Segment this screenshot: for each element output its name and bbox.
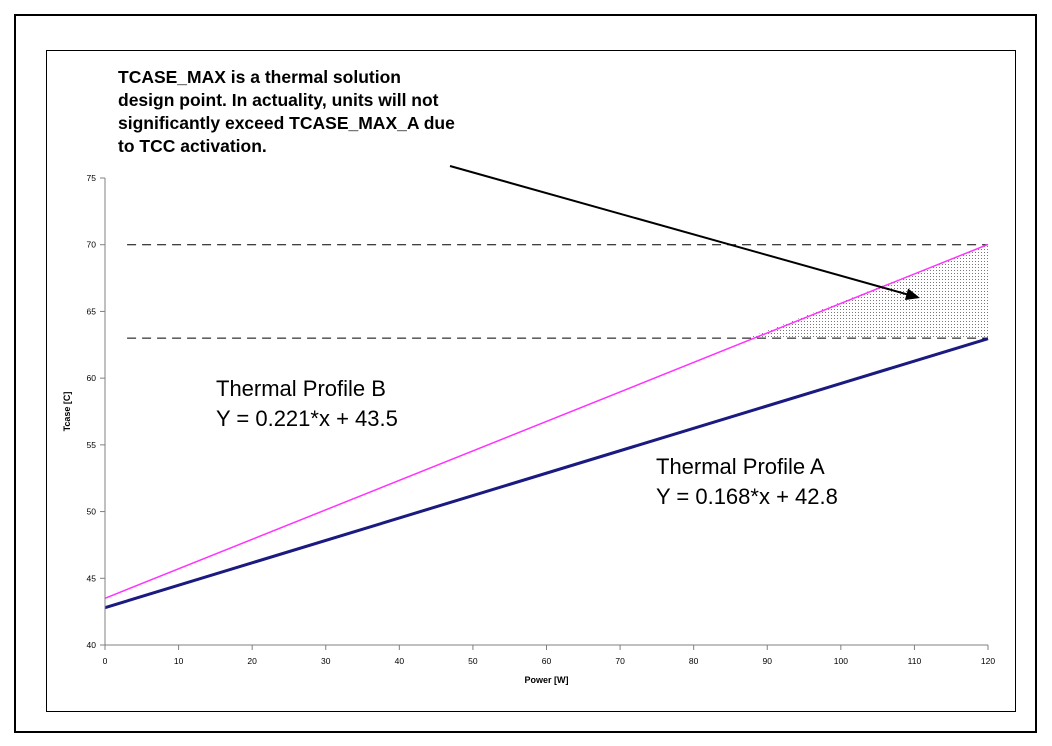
annotation-line: TCASE_MAX is a thermal solution (118, 67, 401, 87)
shaded-region (748, 244, 988, 339)
x-tick-label: 110 (908, 656, 922, 666)
annotation-arrow-line (449, 165, 909, 296)
y-tick-label: 45 (87, 573, 97, 583)
x-tick-label: 50 (468, 656, 478, 666)
profile-b-label: Thermal Profile B Y = 0.221*x + 43.5 (216, 374, 398, 434)
annotation-line: to TCC activation. (118, 136, 267, 156)
profile-a-name: Thermal Profile A (656, 454, 825, 479)
profile-a-label: Thermal Profile A Y = 0.168*x + 42.8 (656, 452, 838, 512)
annotation-arrow-head (904, 288, 920, 300)
x-tick-label: 120 (981, 656, 995, 666)
x-axis-title: Power [W] (525, 675, 569, 685)
x-tick-label: 80 (689, 656, 699, 666)
chart-area (46, 50, 1016, 712)
figure-frame (14, 14, 1037, 733)
series-line-profile-b (104, 243, 989, 599)
x-tick-label: 100 (834, 656, 848, 666)
x-tick-label: 20 (247, 656, 257, 666)
annotation-note: TCASE_MAX is a thermal solution design p… (118, 66, 588, 158)
y-tick-label: 75 (87, 173, 97, 183)
y-axis-title: Tcase [C] (62, 392, 72, 432)
y-tick-label: 55 (87, 440, 97, 450)
profile-a-equation: Y = 0.168*x + 42.8 (656, 484, 838, 509)
y-tick-label: 40 (87, 640, 97, 650)
x-tick-label: 0 (103, 656, 108, 666)
x-tick-label: 90 (763, 656, 773, 666)
x-tick-label: 10 (174, 656, 184, 666)
annotation-line: significantly exceed TCASE_MAX_A due (118, 113, 455, 133)
y-tick-label: 60 (87, 373, 97, 383)
series-line-profile-a (104, 337, 989, 610)
y-tick-label: 70 (87, 240, 97, 250)
annotation-line: design point. In actuality, units will n… (118, 90, 439, 110)
x-tick-label: 30 (321, 656, 331, 666)
y-tick-label: 65 (87, 306, 97, 316)
x-tick-label: 60 (542, 656, 552, 666)
x-tick-label: 70 (615, 656, 625, 666)
profile-b-equation: Y = 0.221*x + 43.5 (216, 406, 398, 431)
x-tick-label: 40 (395, 656, 405, 666)
y-tick-label: 50 (87, 507, 97, 517)
profile-b-name: Thermal Profile B (216, 376, 386, 401)
